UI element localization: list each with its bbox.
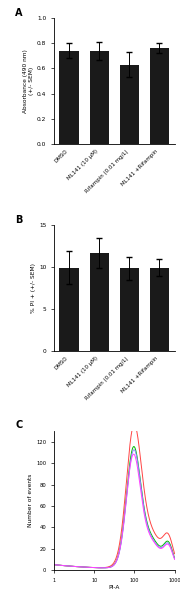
Y-axis label: % PI + (+/- SEM): % PI + (+/- SEM) <box>31 263 36 313</box>
Text: C: C <box>15 421 23 430</box>
Bar <box>120 268 139 350</box>
Bar <box>89 51 109 144</box>
Text: B: B <box>15 215 23 224</box>
Bar <box>59 51 79 144</box>
Bar <box>89 253 109 350</box>
Bar <box>150 48 169 144</box>
Y-axis label: Number of events: Number of events <box>28 474 33 527</box>
Text: A: A <box>15 8 23 18</box>
Bar <box>120 65 139 144</box>
Bar <box>150 268 169 350</box>
Y-axis label: Absorbance (490 nm)
(+/- SEM): Absorbance (490 nm) (+/- SEM) <box>23 49 34 113</box>
Bar <box>59 268 79 350</box>
X-axis label: PI-A: PI-A <box>109 586 120 590</box>
